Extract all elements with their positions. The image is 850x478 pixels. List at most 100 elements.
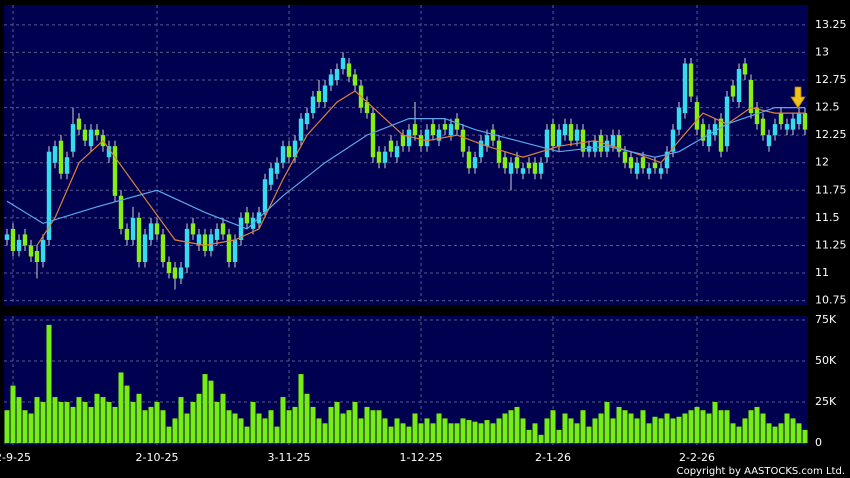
candle-body <box>694 102 700 130</box>
price-panel <box>4 5 808 305</box>
candle-body <box>166 261 172 274</box>
candle-body <box>214 228 220 240</box>
candle-body <box>766 135 772 147</box>
volume-bar <box>172 418 178 444</box>
volume-bar <box>460 418 466 444</box>
candle-body <box>526 162 532 169</box>
copyright: Copyright by AASTOCKS.com Ltd. <box>677 466 845 477</box>
candle-body <box>646 168 652 174</box>
volume-bar <box>490 423 496 444</box>
candle-body <box>64 157 70 174</box>
candle-body <box>400 135 406 147</box>
volume-bar <box>4 410 10 444</box>
candle-body <box>544 129 550 158</box>
candle-body <box>562 124 568 136</box>
volume-bar <box>46 324 52 444</box>
volume-bar <box>70 406 76 444</box>
volume-bar <box>472 421 478 444</box>
candle-body <box>610 135 616 147</box>
candle-body <box>430 124 436 136</box>
candle-body <box>136 217 142 262</box>
volume-bar <box>550 410 556 444</box>
candle-body <box>706 129 712 147</box>
candle-body <box>802 113 808 130</box>
candle-body <box>172 267 178 279</box>
volume-bar <box>778 423 784 444</box>
volume-bar <box>100 397 106 444</box>
volume-bar <box>484 420 490 444</box>
candle-body <box>412 124 418 136</box>
candle-body <box>772 124 778 136</box>
volume-bar <box>418 423 424 444</box>
volume-bar <box>448 423 454 444</box>
candle-body <box>154 223 160 235</box>
candle-body <box>556 129 562 147</box>
volume-bar <box>640 410 646 444</box>
candle-body <box>208 234 214 251</box>
volume-bar <box>190 402 196 444</box>
volume-bar <box>604 402 610 444</box>
candle-body <box>322 85 328 103</box>
volume-bar <box>784 413 790 444</box>
candle-body <box>112 146 118 196</box>
candle-body <box>244 212 250 224</box>
candle-body <box>88 129 94 147</box>
candle-body <box>454 118 460 130</box>
volume-bar <box>688 410 694 444</box>
volume-bar <box>520 418 526 444</box>
candle-body <box>58 140 64 174</box>
candle-body <box>118 195 124 229</box>
volume-bar <box>94 393 100 444</box>
candle-body <box>328 74 334 86</box>
candle-body <box>640 157 646 169</box>
volume-bar <box>646 423 652 444</box>
candle-body <box>22 234 28 246</box>
volume-bar <box>790 418 796 444</box>
y-tick-label: 13 <box>815 45 829 58</box>
volume-bar <box>166 426 172 444</box>
candle-body <box>178 267 184 279</box>
volume-bar <box>796 423 802 444</box>
candle-body <box>670 129 676 152</box>
volume-bar <box>568 418 574 444</box>
volume-bar <box>340 413 346 444</box>
candle-body <box>652 162 658 169</box>
volume-bar <box>322 423 328 444</box>
candle-body <box>310 96 316 114</box>
volume-bar <box>592 418 598 444</box>
volume-bar <box>748 410 754 444</box>
candle-body <box>460 129 466 152</box>
candle-body <box>676 107 682 130</box>
volume-bar <box>160 410 166 444</box>
candle-body <box>496 140 502 163</box>
candle-body <box>472 157 478 169</box>
candle-body <box>130 217 136 240</box>
y-tick-label: 12.75 <box>815 73 847 86</box>
volume-bar <box>154 402 160 444</box>
volume-bar <box>58 402 64 444</box>
volume-bar <box>334 402 340 444</box>
volume-bar <box>544 418 550 444</box>
volume-bar <box>286 410 292 444</box>
volume-bar <box>298 374 304 444</box>
candle-body <box>40 239 46 262</box>
candle-body <box>580 129 586 152</box>
y-tick-label: 11.5 <box>815 211 840 224</box>
candle-body <box>760 118 766 136</box>
volume-bar <box>76 397 82 444</box>
candle-body <box>160 234 166 262</box>
volume-bar <box>148 406 154 444</box>
volume-bar <box>64 402 70 444</box>
volume-bar <box>136 393 142 444</box>
volume-bar <box>112 406 118 444</box>
y-tick-label: 12.5 <box>815 101 840 114</box>
volume-bar <box>454 423 460 444</box>
volume-bar <box>766 423 772 444</box>
volume-bar <box>706 413 712 444</box>
candle-body <box>466 151 472 169</box>
candle-body <box>592 140 598 152</box>
volume-bar <box>118 372 124 444</box>
volume-bar <box>292 406 298 444</box>
candle-body <box>538 162 544 174</box>
candle-body <box>346 63 352 77</box>
